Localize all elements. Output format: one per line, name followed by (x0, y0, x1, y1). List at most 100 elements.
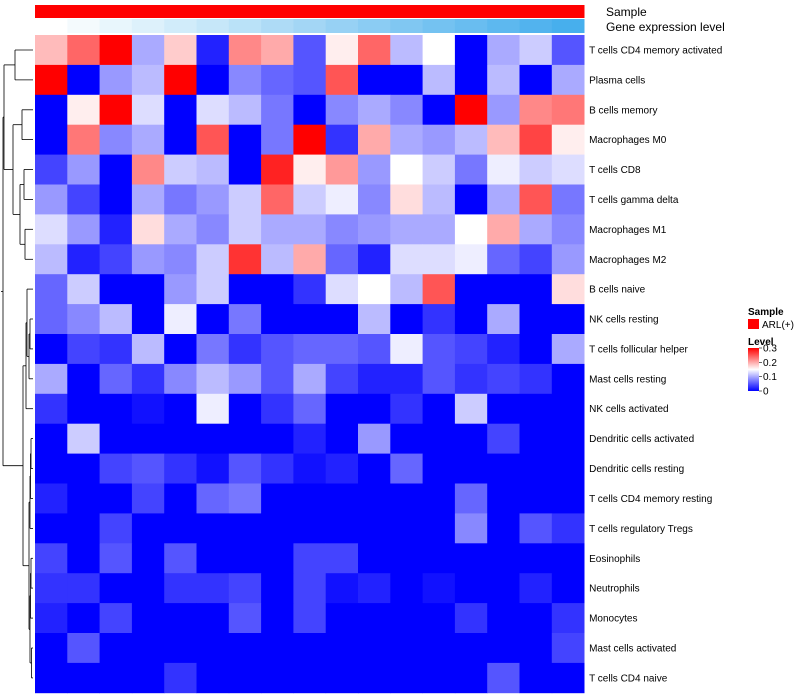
sample-annotation-cell (196, 5, 230, 18)
heatmap-cell (99, 35, 133, 66)
heatmap-cell (454, 244, 488, 275)
heatmap-cell (67, 64, 100, 96)
heatmap-cell (358, 513, 391, 544)
heatmap-cell (35, 154, 68, 185)
row-label: Plasma cells (589, 75, 645, 86)
sample-annotation-cell (131, 5, 165, 18)
heatmap-cell (487, 184, 520, 215)
heatmap-cell (196, 543, 230, 574)
heatmap-cell (196, 214, 230, 245)
heatmap-cell (325, 603, 359, 634)
heatmap-cell (487, 274, 520, 305)
heatmap-cell (261, 603, 294, 634)
heatmap-cell (422, 363, 456, 395)
heatmap-cell (164, 64, 197, 96)
heatmap-cell (228, 244, 262, 275)
heatmap-cell (487, 483, 520, 514)
heatmap-cell (390, 214, 423, 245)
heatmap-cell (390, 334, 423, 365)
heatmap-cell (293, 304, 327, 335)
heatmap-cell (228, 393, 262, 425)
heatmap-cell (99, 423, 133, 454)
heatmap-cell (325, 244, 359, 275)
heatmap-cell (422, 304, 456, 335)
heatmap-cell (551, 513, 585, 544)
heatmap-cell (164, 483, 197, 514)
heatmap-cell (390, 423, 423, 454)
heatmap-cell (487, 154, 520, 185)
heatmap-cell (67, 154, 100, 185)
gene-expression-annotation-cell (131, 19, 165, 33)
gene-expression-annotation-cell (551, 19, 585, 33)
heatmap-cell (196, 633, 230, 664)
heatmap-cell (358, 633, 391, 664)
heatmap-cell (99, 124, 133, 155)
gene-expression-annotation-cell (196, 19, 230, 33)
sample-annotation-cell (551, 5, 585, 18)
heatmap-cell (325, 363, 359, 395)
heatmap-cell (196, 662, 230, 694)
heatmap-cell (131, 304, 165, 335)
heatmap-cell (390, 64, 423, 96)
heatmap-cell (131, 334, 165, 365)
heatmap-cell (196, 124, 230, 155)
sample-annotation-cell (293, 5, 327, 18)
legend-level-ticks: 0.3 0.2 0.1 0 (759, 344, 777, 398)
heatmap-cell (551, 154, 585, 185)
row-label: T cells CD4 memory activated (589, 46, 722, 57)
heatmap-cell (164, 154, 197, 185)
heatmap-cell (196, 64, 230, 96)
heatmap-cell (390, 603, 423, 634)
heatmap-cell (551, 423, 585, 454)
gene-expression-annotation-cell (325, 19, 359, 33)
heatmap-cell (131, 214, 165, 245)
heatmap-cell (164, 393, 197, 425)
heatmap-cell (261, 334, 294, 365)
heatmap-cell (325, 94, 359, 126)
heatmap-cell (293, 35, 327, 66)
heatmap-cell (228, 184, 262, 215)
heatmap-cell (325, 453, 359, 484)
sample-annotation-cell (99, 5, 133, 18)
heatmap-cell (422, 633, 456, 664)
heatmap-cell (228, 35, 262, 66)
heatmap-cell (358, 35, 391, 66)
heatmap-cell (519, 64, 553, 96)
heatmap-cell (196, 573, 230, 604)
heatmap-cell (293, 214, 327, 245)
legend-sample-swatch (748, 319, 759, 329)
heatmap-cell (261, 124, 294, 155)
heatmap-cell (164, 214, 197, 245)
heatmap-cell (422, 244, 456, 275)
sample-annotation-cell (67, 5, 100, 18)
heatmap-cell (164, 662, 197, 694)
sample-annotation-cell (390, 5, 423, 18)
heatmap-cell (358, 423, 391, 454)
heatmap-cell (35, 393, 68, 425)
heatmap-cell (551, 662, 585, 694)
row-labels: T cells CD4 memory activated Plasma cells… (589, 46, 722, 685)
row-label: Eosinophils (589, 554, 640, 565)
heatmap-cell (454, 513, 488, 544)
heatmap-cell (487, 603, 520, 634)
heatmap-cell (325, 64, 359, 96)
legend-tick-label: 0.1 (763, 372, 777, 383)
heatmap-cell (487, 244, 520, 275)
heatmap-cell (261, 94, 294, 126)
heatmap-cell (228, 64, 262, 96)
heatmap-cell (422, 423, 456, 454)
heatmap-cell (35, 543, 68, 574)
heatmap-cell (228, 453, 262, 484)
heatmap-cell (228, 363, 262, 395)
gene-expression-annotation-cell (519, 19, 553, 33)
heatmap-cell (422, 662, 456, 694)
heatmap-cell (35, 304, 68, 335)
heatmap-cell (164, 94, 197, 126)
heatmap-cell (551, 393, 585, 425)
heatmap-cell (67, 513, 100, 544)
heatmap-cell (358, 453, 391, 484)
heatmap-cell (164, 35, 197, 66)
row-label: T cells CD4 memory resting (589, 494, 712, 505)
heatmap-cell (551, 94, 585, 126)
